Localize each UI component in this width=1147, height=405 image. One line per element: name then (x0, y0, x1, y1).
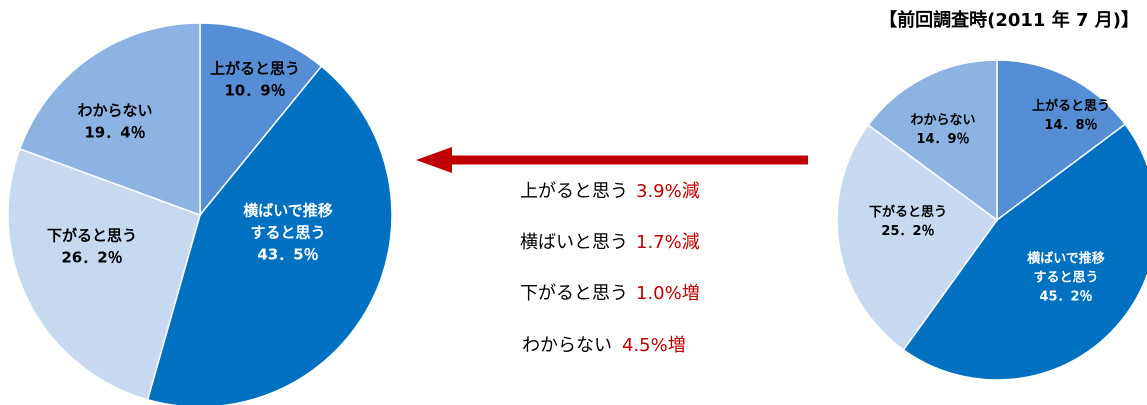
slice-value-label: 45．2％ (1039, 290, 1092, 305)
slice-value-label: 10．9％ (224, 82, 285, 100)
pie-slice-unknown (18, 22, 201, 217)
comparison-change: 1.0%増 (636, 283, 700, 304)
slice-category-label: 下がると思う (47, 227, 137, 245)
comparison-label: わからない (522, 335, 612, 356)
slice-category-label: 下がると思う (869, 204, 947, 220)
comparison-label: 上がると思う (520, 181, 628, 202)
slice-category-label: すると思う (250, 224, 325, 242)
slice-category-label: わからない (77, 102, 152, 120)
slice-category-label: 上がると思う (1032, 98, 1110, 114)
slice-category-label: 上がると思う (210, 60, 300, 78)
slice-value-label: 25．2％ (881, 224, 934, 239)
pie-slice-down (836, 123, 999, 351)
slice-category-label: わからない (910, 113, 975, 128)
comparison-list: 上がると思う 3.9%減 横ばいと思う 1.7%減 下がると思う 1.0%増 わ… (520, 181, 700, 356)
slice-value-label: 26．2％ (61, 249, 122, 267)
pie-slice-unknown (867, 59, 998, 222)
pie-slice-down (7, 147, 201, 401)
slice-value-label: 19．4％ (84, 124, 145, 142)
comparison-change: 4.5%増 (622, 335, 686, 356)
slice-value-label: 43．5％ (257, 246, 318, 264)
comparison-arrow (416, 147, 808, 173)
comparison-change: 3.9%減 (636, 181, 700, 202)
pie-slice-flat (146, 65, 393, 405)
slice-category-label: 横ばいで推移 (1027, 251, 1105, 267)
slice-value-label: 14．9％ (916, 132, 969, 147)
comparison-label: 下がると思う (520, 283, 628, 304)
slice-category-label: すると思う (1033, 271, 1098, 286)
pie-slice-up (199, 22, 323, 218)
slice-value-label: 14．8％ (1044, 118, 1097, 133)
comparison-label: 横ばいと思う (520, 232, 628, 253)
previous-survey-title: 【前回調査時(2011 年 7 月)】 (879, 10, 1139, 31)
pie-slice-up (996, 59, 1127, 222)
pie-slice-flat (902, 123, 1147, 381)
comparison-change: 1.7%減 (636, 232, 700, 253)
slice-category-label: 横ばいで推移 (243, 202, 333, 220)
